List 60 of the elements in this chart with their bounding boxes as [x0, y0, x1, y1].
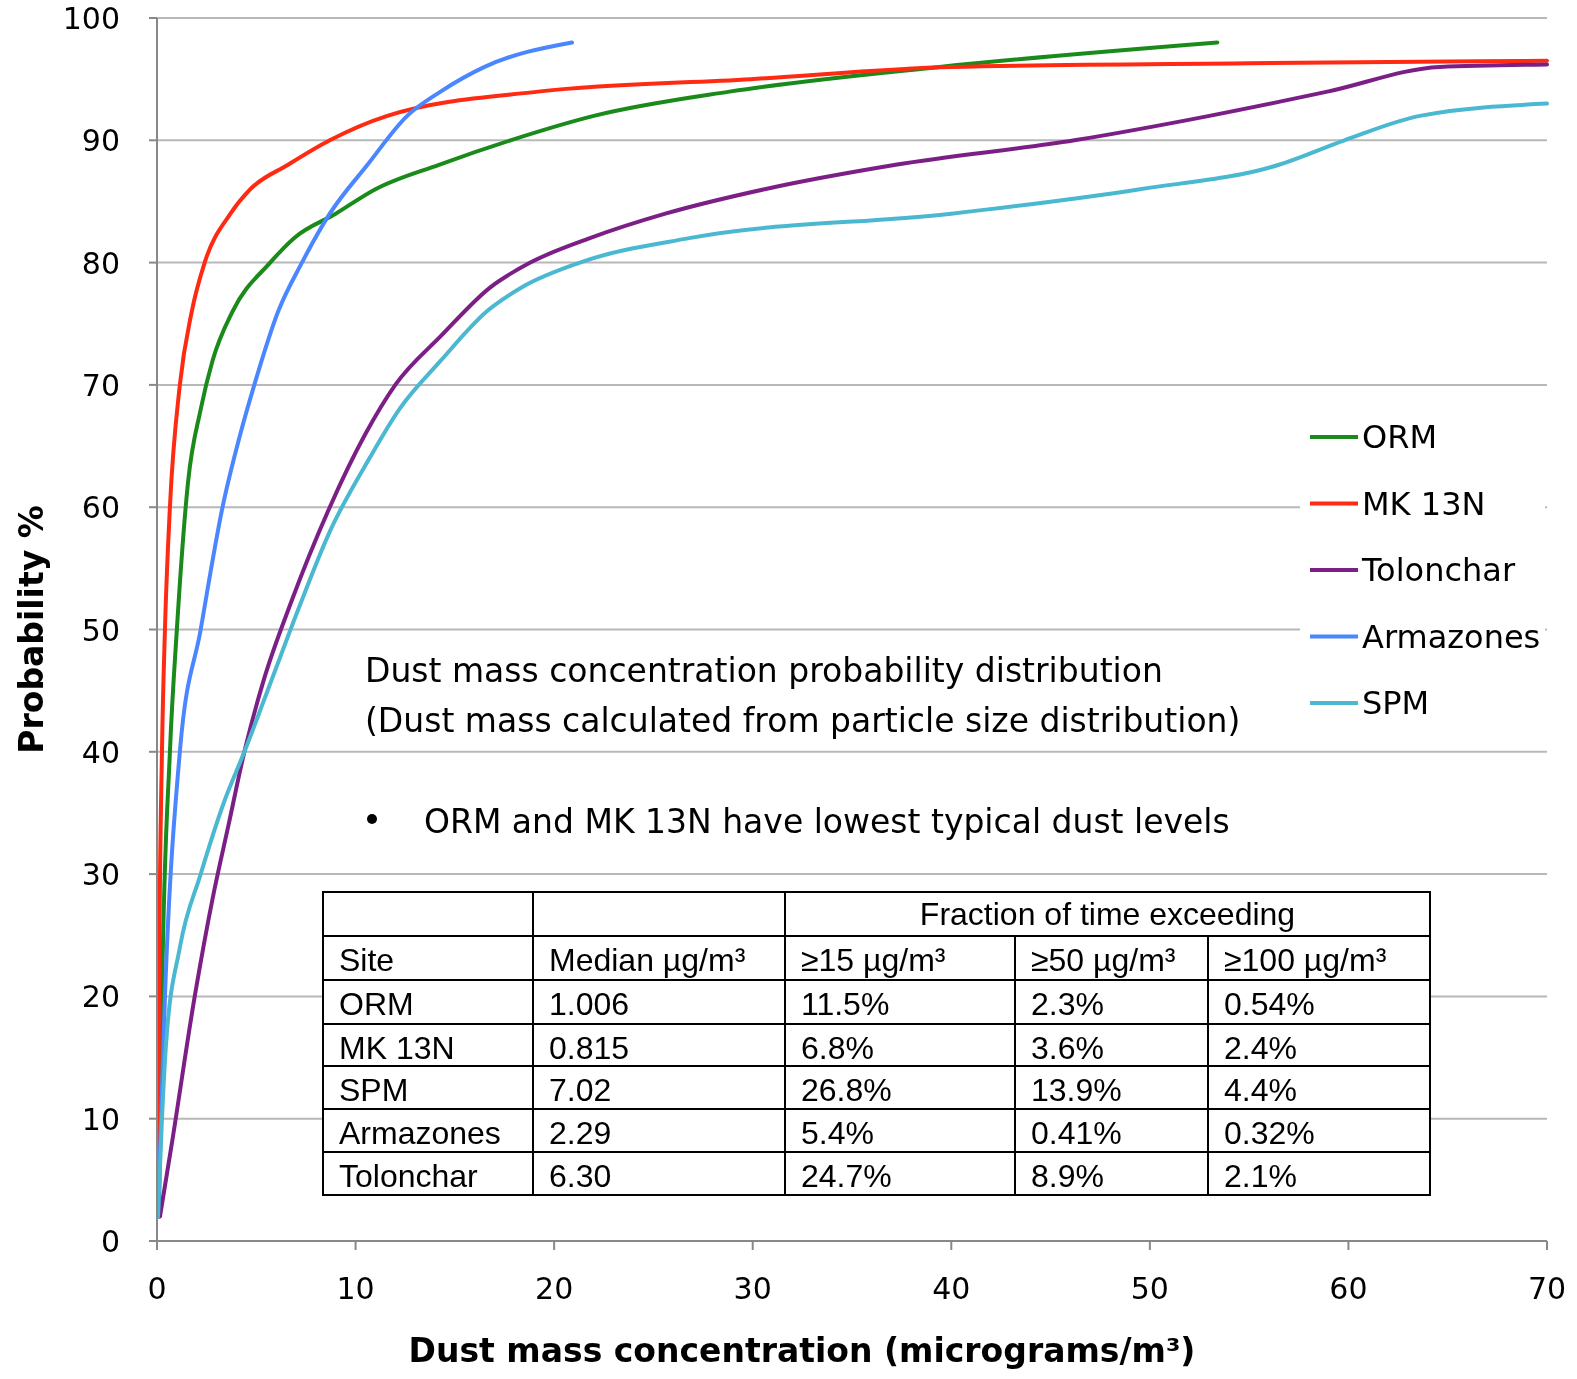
annotation: Tolonchar — [339, 1158, 479, 1194]
annotation: ORM — [339, 986, 414, 1022]
annotation: Fraction of time exceeding — [919, 896, 1296, 932]
annotation: 2.29 — [549, 1115, 612, 1151]
x-axis-title: Dust mass concentration (micrograms/m³) — [408, 1331, 1196, 1370]
annotation: ≥15 µg/m³ — [801, 942, 946, 978]
x-tick-label: 10 — [336, 1271, 375, 1306]
annotation: Site — [339, 942, 395, 978]
annotation: MK 13N — [339, 1030, 455, 1066]
legend-label: MK 13N — [1362, 484, 1486, 523]
annotation: 1.006 — [549, 986, 630, 1022]
x-tick-label: 20 — [535, 1271, 574, 1306]
y-tick-label: 60 — [81, 490, 120, 526]
annotation: 6.30 — [549, 1158, 612, 1194]
annotation: Dust mass concentration probability distribution — [365, 651, 1163, 690]
y-tick-label: 50 — [81, 612, 120, 648]
annotation: 26.8% — [801, 1072, 892, 1108]
annotation: 7.02 — [549, 1072, 612, 1108]
annotation: 5.4% — [801, 1115, 874, 1151]
annotation: ≥50 µg/m³ — [1031, 942, 1176, 978]
annotation: 4.4% — [1224, 1072, 1297, 1108]
x-tick-label: 50 — [1130, 1271, 1169, 1306]
annotation: 0.41% — [1031, 1115, 1122, 1151]
y-tick-label: 0 — [100, 1224, 120, 1259]
x-tick-label: 0 — [147, 1271, 167, 1306]
annotation: 0.815 — [549, 1030, 630, 1066]
annotation: 6.8% — [801, 1030, 874, 1066]
annotation: ≥100 µg/m³ — [1224, 942, 1387, 978]
annotation: Armazones — [339, 1115, 501, 1151]
annotation: 2.3% — [1031, 986, 1104, 1022]
y-tick-label: 100 — [62, 1, 120, 36]
x-tick-label: 60 — [1329, 1271, 1368, 1306]
annotation: 0.54% — [1224, 986, 1315, 1022]
annotation: 0.32% — [1224, 1115, 1315, 1151]
y-tick-label: 80 — [81, 245, 120, 281]
annotation: Median µg/m³ — [549, 942, 746, 978]
annotation: 2.4% — [1224, 1030, 1297, 1066]
x-tick-label: 30 — [733, 1271, 772, 1306]
y-tick-label: 30 — [81, 857, 120, 893]
annotation: 11.5% — [801, 986, 890, 1022]
annotation: 2.1% — [1224, 1158, 1297, 1194]
y-tick-label: 40 — [81, 734, 120, 770]
annotation: (Dust mass calculated from particle size distribution) — [365, 701, 1241, 740]
x-tick-label: 40 — [932, 1271, 971, 1306]
annotation: 8.9% — [1031, 1158, 1104, 1194]
legend-label: Armazones — [1362, 617, 1541, 656]
legend-label: Tolonchar — [1361, 551, 1516, 589]
annotation: ORM and MK 13N have lowest typical dust levels — [424, 802, 1230, 841]
annotation: 3.6% — [1031, 1030, 1104, 1066]
y-tick-label: 90 — [81, 123, 120, 159]
x-tick-label: 70 — [1527, 1271, 1567, 1306]
y-tick-label: 20 — [81, 979, 120, 1015]
y-tick-label: 70 — [81, 367, 120, 403]
legend-label: SPM — [1362, 684, 1430, 722]
annotation: 24.7% — [801, 1158, 892, 1194]
annotation: SPM — [339, 1072, 409, 1108]
annotation: 13.9% — [1031, 1072, 1122, 1108]
legend-label: ORM — [1362, 418, 1438, 456]
y-tick-label: 10 — [81, 1101, 120, 1137]
y-axis-title: Probability % — [12, 505, 51, 754]
